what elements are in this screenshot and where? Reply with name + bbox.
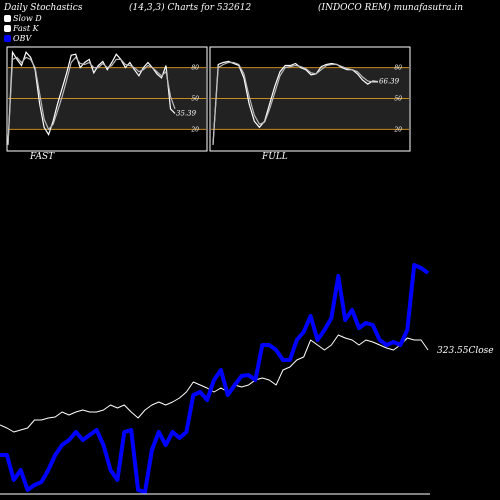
legend-label: OBV: [13, 34, 32, 43]
full-last-value: 66.39: [379, 78, 400, 86]
legend-slow-d: Slow D: [4, 14, 42, 23]
full-level-label: 50: [394, 96, 402, 103]
legend-label: Slow D: [13, 14, 42, 23]
chart-title: Daily Stochastics: [4, 3, 83, 13]
full-level-label: 20: [393, 126, 402, 133]
chart-params: (14,3,3) Charts for 532612: [129, 3, 252, 13]
fast-series-line-1: [7, 56, 176, 145]
fast-series-line-0: [7, 50, 176, 145]
chart-symbol: (INDOCO REM) munafasutra.in: [318, 3, 464, 13]
fast-level-label: 50: [191, 96, 199, 103]
legend-fast-k: Fast K: [4, 24, 39, 33]
legend-obv: OBV: [4, 34, 31, 43]
legend-swatch-icon: [4, 15, 11, 22]
legend-label: Fast K: [13, 24, 39, 33]
close-value-label: 323.55Close: [437, 346, 494, 356]
fast-level-label: 20: [190, 126, 199, 133]
fast-panel-label: FAST: [30, 152, 55, 162]
full-panel-label: FULL: [262, 152, 288, 162]
close-price-line: [0, 334, 429, 433]
obv-line: [0, 263, 430, 494]
legend-swatch-icon: [4, 25, 11, 32]
full-series-line-1: [212, 61, 378, 145]
fast-level-label: 80: [191, 65, 199, 72]
full-level-label: 80: [394, 65, 402, 72]
legend-swatch-icon: [4, 35, 11, 42]
fast-last-value: 35.39: [176, 110, 197, 118]
